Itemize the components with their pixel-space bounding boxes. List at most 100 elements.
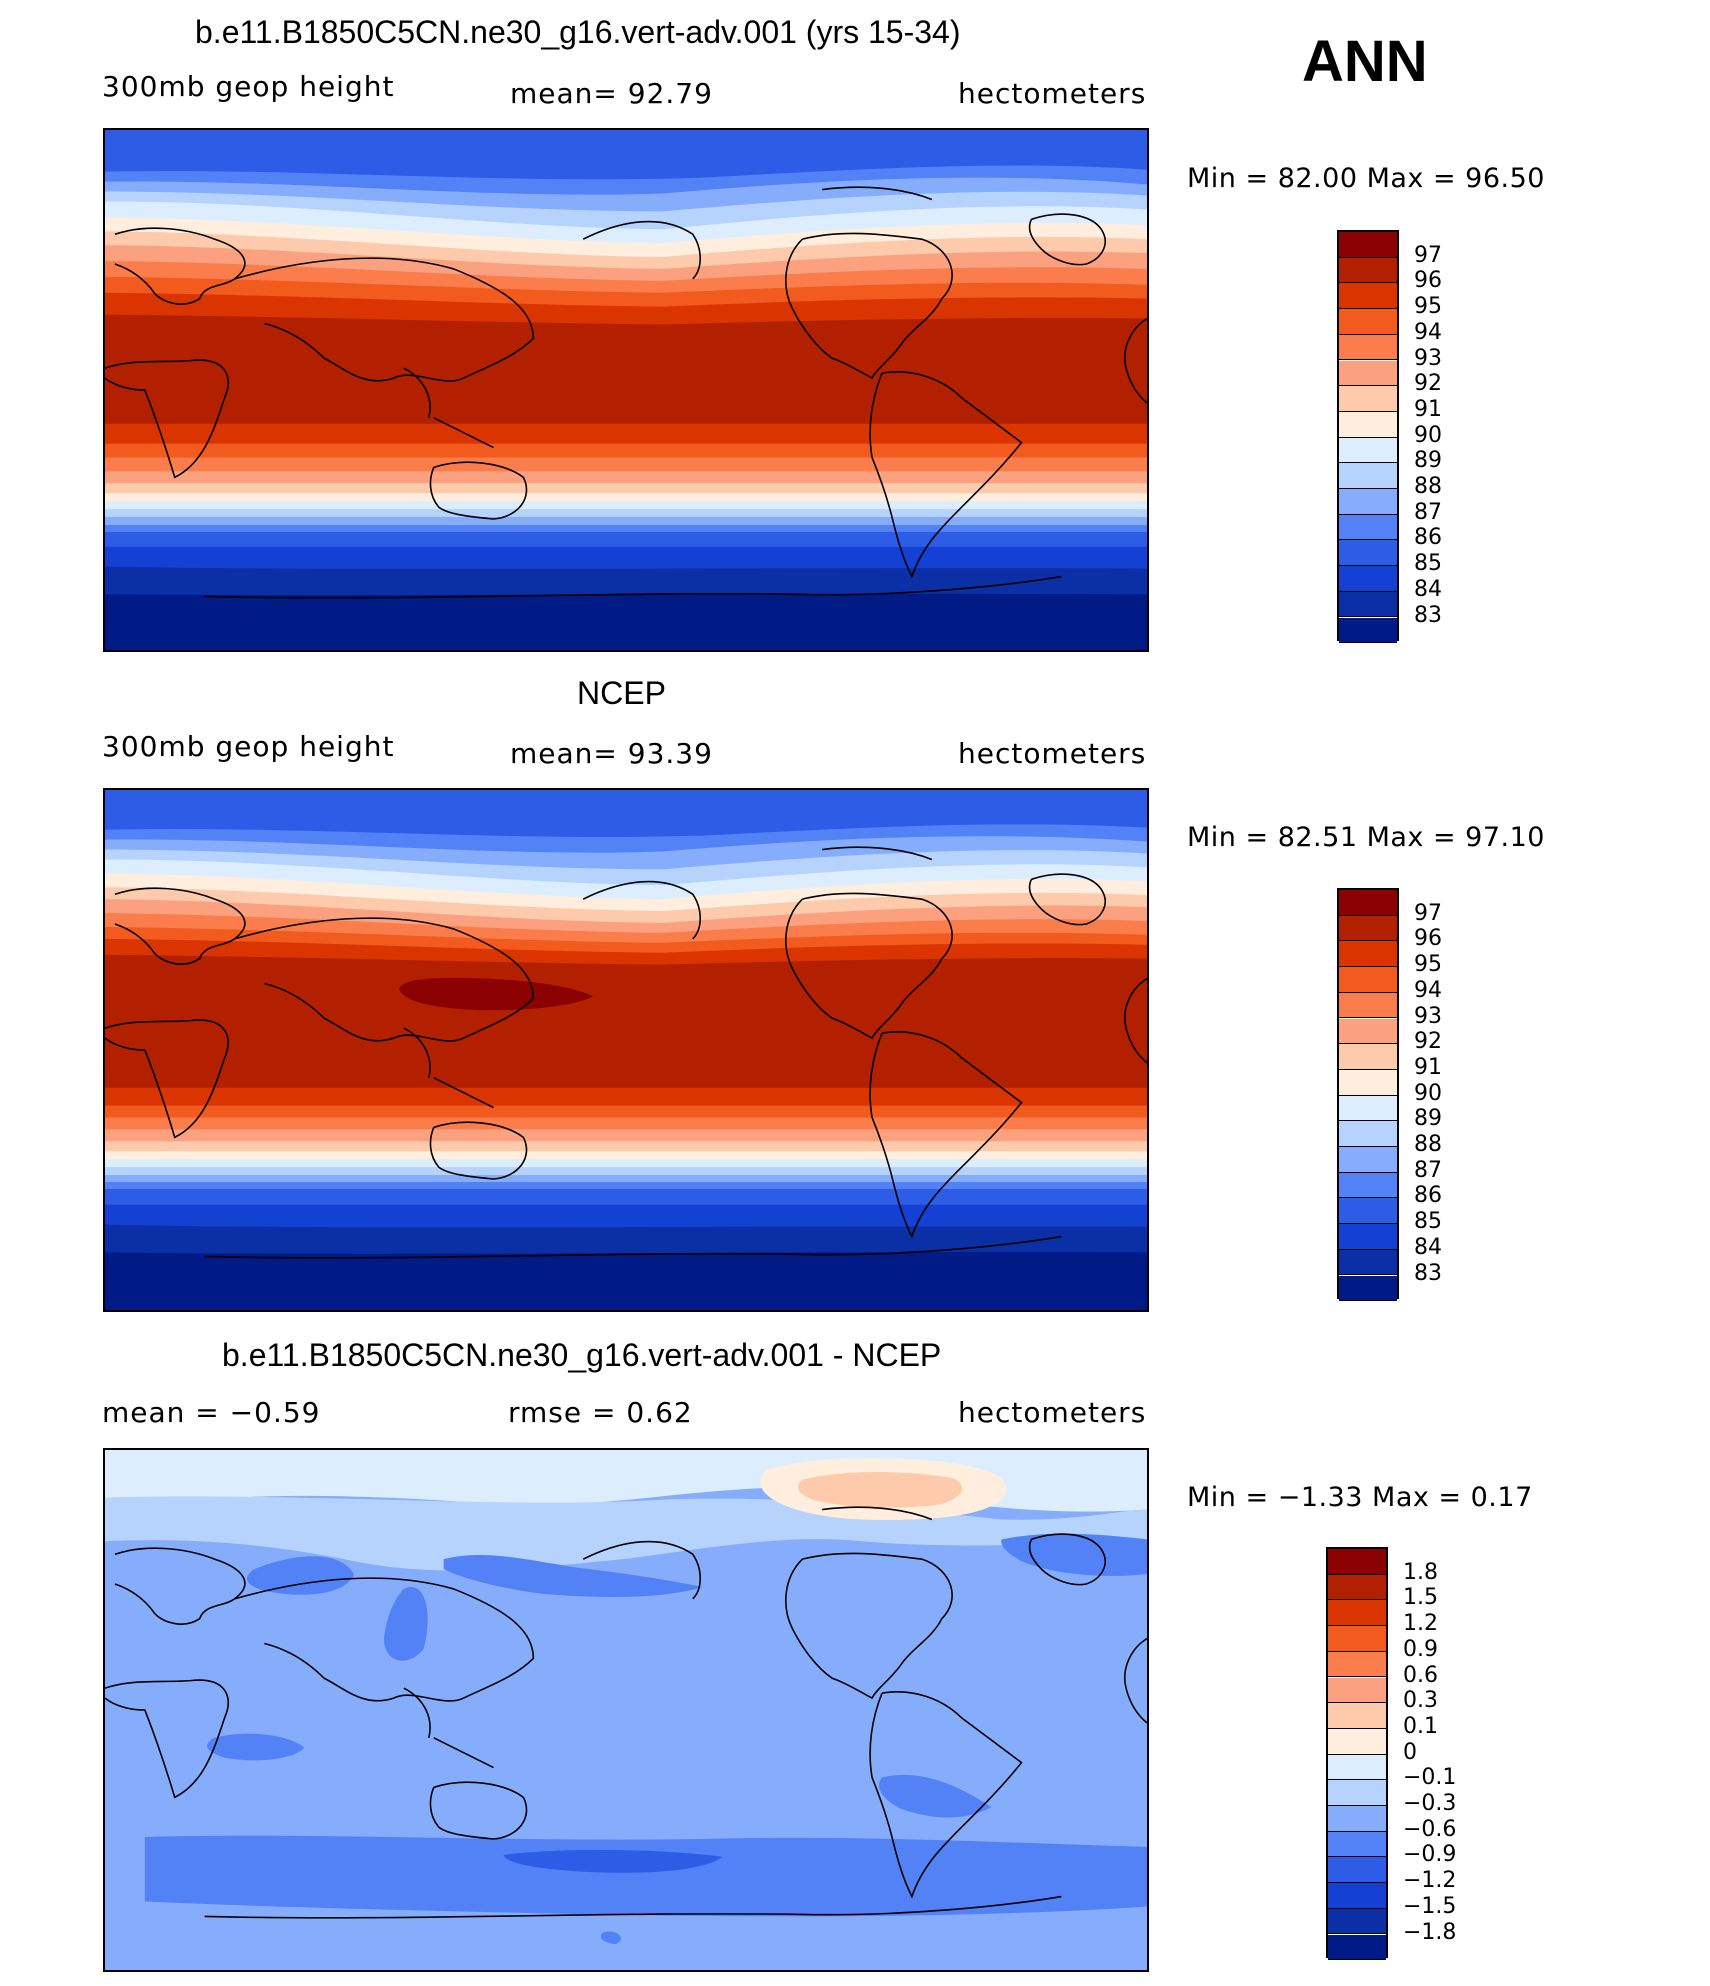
panel1-variable-label: 300mb geop height [102,70,395,103]
labelbar-swatch [1328,1883,1386,1909]
labelbar-tick-label: 0 [1403,1739,1417,1765]
coastlines [105,186,1147,599]
panel1-minmax: Min = 82.00 Max = 96.50 [1187,163,1545,194]
labelbar-swatch [1339,1121,1397,1147]
labelbar-tick-label: 89 [1414,1106,1442,1132]
panel3-rmse-label: rmse = 0.62 [508,1396,693,1429]
labelbar-swatch [1339,967,1397,993]
labelbar-swatch [1339,386,1397,412]
labelbar-swatch [1339,437,1397,464]
labelbar-tick-label: −1.8 [1403,1919,1457,1945]
contour-minus0.6-a [247,1556,355,1595]
coastlines [105,1506,1147,1919]
labelbar-tick-label: 97 [1414,242,1442,268]
labelbar-swatch [1339,489,1397,515]
labelbar-tick-label: 88 [1414,474,1442,499]
labelbar-swatch [1339,1147,1397,1173]
labelbar-tick-label: 83 [1414,1260,1442,1286]
contour-0.1 [798,1472,963,1508]
labelbar-tick-label: 90 [1414,1080,1442,1106]
labelbar-swatch [1328,1677,1386,1704]
labelbar-tick-label: 84 [1414,576,1442,602]
panel3-map [103,1448,1149,1972]
labelbar-tick-label: 96 [1414,268,1442,294]
labelbar-swatch [1328,1728,1386,1755]
labelbar-swatch [1339,1044,1397,1070]
contour-minus0.6-e [207,1733,305,1761]
panel1-mean-label: mean= 92.79 [510,77,713,110]
labelbar-swatch [1339,617,1397,644]
labelbar-box [1337,230,1399,644]
panel1-map [103,128,1149,652]
labelbar-swatch [1339,1018,1397,1045]
labelbar-swatch [1339,591,1397,618]
labelbar-tick-label: 0.6 [1403,1662,1438,1688]
labelbar-swatch [1339,232,1397,258]
panel3-title: b.e11.B1850C5CN.ne30_g16.vert-adv.001 - … [222,1337,942,1373]
labelbar-tick-label: −1.5 [1403,1893,1457,1919]
labelbar-swatch [1328,1857,1386,1884]
labelbar-tick-label: −1.2 [1403,1868,1457,1894]
panel3-minmax: Min = −1.33 Max = 0.17 [1187,1482,1533,1513]
labelbar-swatch [1339,1172,1397,1199]
labelbar-swatch [1328,1934,1386,1961]
labelbar-swatch [1339,540,1397,567]
labelbar-swatch [1328,1780,1386,1806]
labelbar-swatch [1328,1651,1386,1678]
panel2-mean-label: mean= 93.39 [510,737,713,770]
labelbar-swatch [1339,566,1397,592]
labelbar-tick-label: 93 [1414,345,1442,371]
labelbar-swatch [1339,514,1397,541]
contour-96 [105,314,1147,424]
labelbar-tick-label: −0.3 [1403,1791,1457,1816]
labelbar-tick-label: 1.5 [1403,1585,1438,1611]
labelbar-tick-label: 96 [1414,926,1442,952]
labelbar-swatch [1339,941,1397,968]
labelbar-tick-label: 86 [1414,1183,1442,1209]
labelbar-tick-label: 90 [1414,422,1442,448]
contour-96 [105,954,1147,1088]
labelbar-swatch [1328,1754,1386,1781]
panel2-map [103,788,1149,1312]
contour-minus0.6-c [443,1554,703,1598]
panel1-map-svg [105,130,1147,650]
labelbar-swatch [1328,1626,1386,1652]
labelbar-swatch [1339,890,1397,916]
contour-minus0.6-b [383,1587,428,1661]
panel2-units-label: hectometers [958,737,1147,770]
labelbar-tick-label: 86 [1414,525,1442,551]
labelbar-swatch [1328,1574,1386,1601]
labelbar-swatch [1339,1224,1397,1250]
labelbar-tick-label: 94 [1414,977,1442,1003]
panel3-mean-label: mean = −0.59 [102,1396,321,1429]
labelbar-swatch [1339,915,1397,942]
coastlines [105,846,1147,1259]
labelbar-swatch [1339,257,1397,284]
panel2-minmax: Min = 82.51 Max = 97.10 [1187,822,1545,853]
labelbar-swatch [1339,1198,1397,1225]
labelbar-swatch [1339,1095,1397,1122]
labelbar-swatch [1339,411,1397,438]
labelbar-swatch [1339,283,1397,310]
labelbar-tick-label: 87 [1414,499,1442,525]
labelbar-swatch [1328,1806,1386,1832]
labelbar-swatch [1339,309,1397,335]
labelbar-tick-label: 88 [1414,1132,1442,1157]
panel3-units-label: hectometers [958,1396,1147,1429]
panel2-title: NCEP [577,675,666,711]
labelbar-tick-label: 0.9 [1403,1636,1438,1662]
labelbar-tick-label: 85 [1414,551,1442,577]
season-label: ANN [1302,29,1428,94]
labelbar-swatch [1339,992,1397,1019]
labelbar-swatch [1328,1600,1386,1627]
labelbar-tick-label: −0.6 [1403,1816,1457,1842]
contour-minus0.6-tiny [600,1931,622,1945]
labelbar-tick-label: 85 [1414,1209,1442,1235]
labelbar-tick-label: 95 [1414,294,1442,320]
labelbar-swatch [1328,1703,1386,1729]
panel2-variable-label: 300mb geop height [102,730,395,763]
contour-minus0.6-south [144,1835,1147,1917]
labelbar-swatch [1339,360,1397,387]
contour-south-83 [105,593,1147,650]
contour-minus0.9-south [503,1849,723,1873]
